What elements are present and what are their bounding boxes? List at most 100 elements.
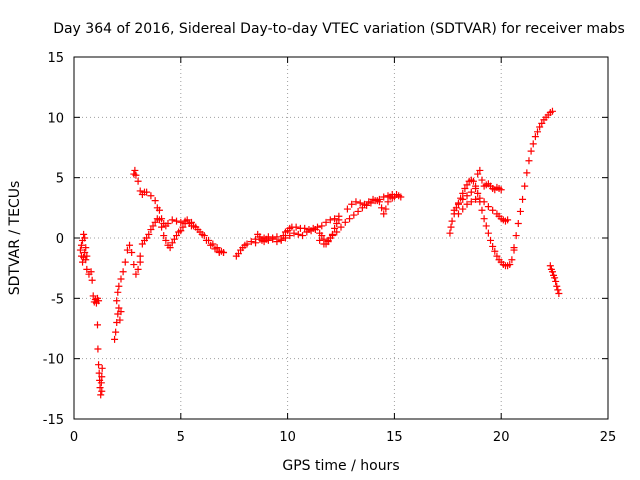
data-point bbox=[382, 205, 390, 213]
data-point bbox=[95, 361, 103, 369]
data-point bbox=[454, 200, 462, 208]
data-point bbox=[76, 246, 84, 254]
data-point bbox=[132, 171, 140, 179]
data-point bbox=[380, 210, 388, 218]
data-point bbox=[318, 232, 326, 240]
data-point bbox=[97, 391, 105, 399]
data-point bbox=[476, 194, 484, 202]
grid bbox=[74, 57, 608, 419]
data-point bbox=[489, 242, 497, 250]
data-point bbox=[476, 166, 484, 174]
data-point bbox=[80, 230, 88, 238]
data-point bbox=[190, 222, 198, 230]
data-point bbox=[303, 228, 311, 236]
data-point bbox=[81, 234, 89, 242]
data-point bbox=[390, 193, 398, 201]
data-point bbox=[181, 217, 189, 225]
data-point bbox=[168, 239, 176, 247]
data-point bbox=[149, 222, 157, 230]
data-point bbox=[378, 204, 386, 212]
data-point bbox=[446, 229, 454, 237]
data-point bbox=[234, 250, 242, 258]
data-point bbox=[472, 185, 480, 193]
data-point bbox=[256, 235, 264, 243]
data-point bbox=[81, 248, 89, 256]
data-point bbox=[121, 258, 129, 266]
data-point bbox=[177, 227, 185, 235]
data-point bbox=[548, 268, 556, 276]
data-point bbox=[207, 241, 215, 249]
data-point bbox=[97, 379, 105, 387]
data-point bbox=[322, 218, 330, 226]
data-point bbox=[514, 220, 522, 228]
data-point bbox=[484, 229, 492, 237]
x-axis-label: GPS time / hours bbox=[282, 458, 399, 474]
data-point bbox=[510, 244, 518, 252]
data-point bbox=[98, 387, 106, 395]
data-point bbox=[552, 277, 560, 285]
data-point bbox=[83, 252, 91, 260]
data-point bbox=[82, 256, 90, 264]
data-point bbox=[553, 282, 561, 290]
data-point bbox=[198, 230, 206, 238]
data-point bbox=[119, 268, 127, 276]
data-point bbox=[117, 275, 125, 283]
data-point bbox=[472, 195, 480, 203]
data-point bbox=[173, 217, 181, 225]
data-point bbox=[354, 207, 362, 215]
data-point bbox=[166, 244, 174, 252]
data-point bbox=[369, 195, 377, 203]
data-point bbox=[461, 185, 469, 193]
x-tick-label: 0 bbox=[70, 430, 78, 445]
data-point bbox=[341, 218, 349, 226]
data-point bbox=[294, 230, 302, 238]
data-point bbox=[478, 176, 486, 184]
data-point bbox=[337, 223, 345, 231]
data-point bbox=[326, 216, 334, 224]
data-point bbox=[459, 205, 467, 213]
data-point bbox=[111, 335, 119, 343]
data-point bbox=[94, 345, 102, 353]
data-point bbox=[318, 222, 326, 230]
data-point bbox=[151, 218, 159, 226]
data-point bbox=[264, 236, 272, 244]
x-tick-label: 5 bbox=[177, 430, 185, 445]
data-point bbox=[504, 216, 512, 224]
data-point bbox=[516, 207, 524, 215]
x-tick-label: 25 bbox=[600, 430, 617, 445]
data-point bbox=[117, 308, 125, 316]
data-point bbox=[307, 227, 315, 235]
data-point bbox=[134, 177, 142, 185]
data-point bbox=[506, 261, 514, 269]
data-point bbox=[173, 232, 181, 240]
data-point bbox=[335, 216, 343, 224]
y-tick-label: 5 bbox=[56, 172, 64, 187]
data-point bbox=[134, 265, 142, 273]
data-point bbox=[331, 224, 339, 232]
data-point bbox=[252, 239, 260, 247]
data-point bbox=[136, 187, 144, 195]
y-tick-label: 15 bbox=[47, 51, 64, 66]
data-point bbox=[93, 321, 101, 329]
data-point bbox=[482, 222, 490, 230]
data-point bbox=[536, 123, 544, 131]
data-point bbox=[463, 181, 471, 189]
data-point bbox=[346, 215, 354, 223]
data-point bbox=[160, 232, 168, 240]
data-point bbox=[243, 240, 251, 248]
data-point bbox=[151, 197, 159, 205]
y-tick-label: 10 bbox=[47, 111, 64, 126]
data-point bbox=[115, 304, 123, 312]
data-point bbox=[527, 147, 535, 155]
data-points bbox=[76, 107, 563, 399]
data-point bbox=[525, 157, 533, 165]
data-point bbox=[247, 238, 255, 246]
data-point bbox=[493, 252, 501, 260]
data-point bbox=[467, 188, 475, 196]
data-point bbox=[168, 216, 176, 224]
data-point bbox=[95, 297, 103, 305]
data-point bbox=[447, 223, 455, 231]
data-point bbox=[538, 119, 546, 127]
data-point bbox=[211, 245, 219, 253]
data-point bbox=[177, 218, 185, 226]
